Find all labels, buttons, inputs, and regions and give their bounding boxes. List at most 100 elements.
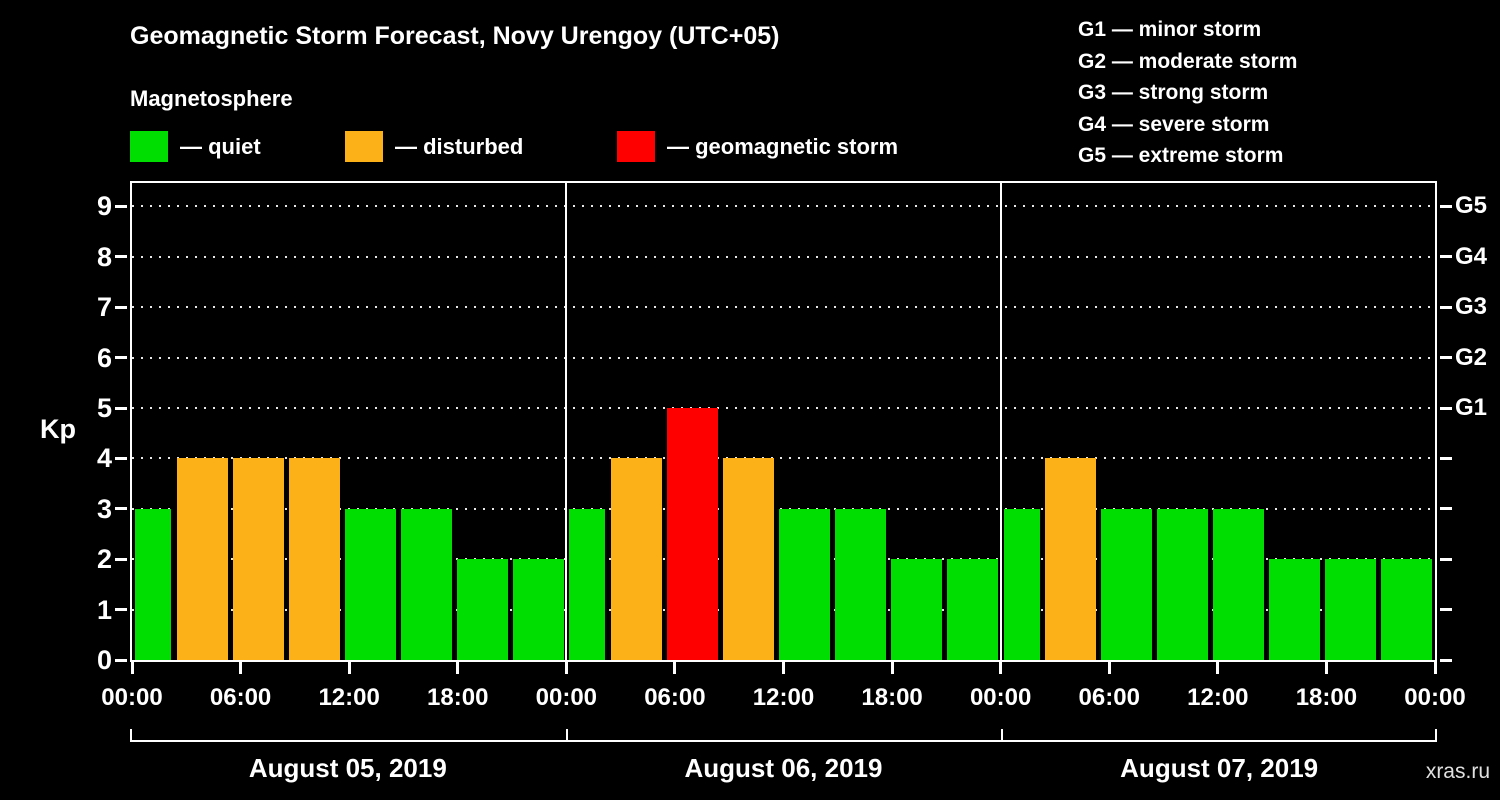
y-tick-left: [115, 356, 127, 360]
g-level-label: G5: [1455, 192, 1488, 220]
x-tick: [673, 662, 677, 674]
y-axis-title: Kp: [40, 414, 76, 444]
kp-bar: [176, 458, 228, 660]
kp-bar: [1157, 508, 1209, 660]
legend-item-disturbed: — disturbed: [345, 131, 523, 162]
x-tick: [456, 662, 460, 674]
x-tick: [1216, 662, 1220, 674]
kp-bar: [666, 408, 718, 660]
x-tick-label: 18:00: [427, 684, 489, 711]
y-tick-right: [1440, 406, 1452, 410]
kp-gridline: [132, 356, 1435, 359]
kp-gridline: [132, 255, 1435, 258]
x-tick: [890, 662, 894, 674]
x-tick-label: 00:00: [535, 684, 598, 711]
x-tick: [347, 662, 351, 674]
date-axis-line: [130, 740, 1437, 742]
date-label: August 05, 2019: [248, 753, 447, 783]
y-tick-left: [115, 507, 127, 511]
g-level-label: G3: [1455, 293, 1488, 321]
x-tick-label: 06:00: [644, 684, 706, 711]
y-tick-left: [115, 305, 127, 309]
g-scale-item: G4 — severe storm: [1078, 112, 1270, 136]
kp-gridline: [132, 407, 1435, 409]
x-tick-label: 06:00: [1078, 684, 1140, 711]
y-tick-left: [115, 406, 127, 410]
kp-bar: [456, 559, 508, 660]
y-tick-left: [115, 608, 127, 612]
y-tick-label: 7: [96, 292, 112, 323]
legend-label-disturbed: — disturbed: [395, 133, 524, 159]
kp-bar: [778, 508, 831, 660]
chart-title: Geomagnetic Storm Forecast, Novy Urengoy…: [130, 22, 780, 50]
kp-bar: [1269, 559, 1321, 660]
g-scale-item: G1 — minor storm: [1078, 18, 1262, 41]
kp-status-legend: — quiet — disturbed — geomagnetic storm: [0, 131, 1500, 165]
y-tick-label: 1: [96, 594, 112, 625]
g-scale-item: G5 — extreme storm: [1078, 144, 1284, 167]
g-scale-legend: G1 — minor storm G2 — moderate storm G3 — …: [1078, 14, 1297, 172]
y-tick-right: [1440, 255, 1452, 259]
y-tick-label: 2: [96, 544, 112, 575]
y-tick-right: [1440, 507, 1452, 511]
x-tick: [239, 662, 243, 674]
disturbed-color-swatch: [345, 131, 383, 162]
y-tick-right: [1440, 305, 1452, 309]
kp-bar: [512, 559, 564, 660]
y-tick-left: [115, 255, 127, 259]
plot-area: [130, 181, 1437, 662]
y-tick-right: [1440, 608, 1452, 612]
g-scale-item: G3 — strong storm: [1078, 81, 1269, 104]
kp-bar: [232, 458, 284, 660]
g-level-label: G4: [1455, 242, 1488, 270]
kp-bar: [135, 508, 171, 660]
storm-color-swatch: [617, 131, 655, 162]
kp-bar: [1101, 508, 1153, 660]
date-axis-tick: [1435, 729, 1437, 742]
y-tick-right: [1440, 658, 1452, 662]
kp-bar: [1003, 508, 1040, 660]
x-tick: [564, 662, 568, 674]
kp-gridline: [132, 306, 1435, 309]
g-level-label: G1: [1455, 394, 1488, 421]
kp-bar: [947, 559, 999, 660]
kp-bar: [722, 458, 774, 660]
x-tick-label: 12:00: [1187, 684, 1249, 711]
kp-bar: [1325, 559, 1377, 660]
legend-item-storm: — geomagnetic storm: [617, 131, 898, 162]
g-scale-item: G2 — moderate storm: [1078, 49, 1298, 73]
y-tick-left: [115, 658, 127, 662]
x-tick-label: 18:00: [861, 684, 923, 711]
kp-bar: [1381, 559, 1433, 660]
x-tick: [1324, 662, 1328, 674]
date-axis-tick: [130, 729, 132, 742]
y-tick-right: [1440, 356, 1452, 360]
y-tick-right: [1440, 557, 1452, 561]
kp-bar: [610, 458, 662, 660]
legend-item-quiet: — quiet: [130, 131, 261, 162]
x-tick: [1107, 662, 1111, 674]
kp-bar: [344, 508, 396, 660]
watermark: xras.ru: [1425, 760, 1490, 783]
kp-bar: [1045, 458, 1097, 660]
date-axis-tick: [565, 729, 568, 742]
date-axis-tick: [1001, 729, 1004, 742]
x-tick: [999, 662, 1003, 674]
y-tick-right: [1440, 204, 1452, 208]
quiet-color-swatch: [130, 131, 168, 162]
x-tick-label: 12:00: [752, 684, 815, 711]
kp-gridline: [132, 205, 1435, 208]
g-level-label: G2: [1455, 343, 1488, 371]
x-tick-label: 00:00: [1404, 684, 1466, 711]
y-tick-left: [115, 456, 127, 460]
day-boundary-line: [999, 183, 1002, 660]
y-tick-label: 5: [96, 393, 112, 423]
x-tick: [782, 662, 785, 674]
kp-gridline: [132, 457, 1435, 460]
x-tick-label: 18:00: [1295, 684, 1358, 711]
y-tick-label: 6: [96, 342, 112, 373]
y-tick-label: 8: [96, 241, 112, 272]
y-tick-label: 9: [96, 191, 112, 222]
x-tick-label: 00:00: [969, 684, 1032, 711]
